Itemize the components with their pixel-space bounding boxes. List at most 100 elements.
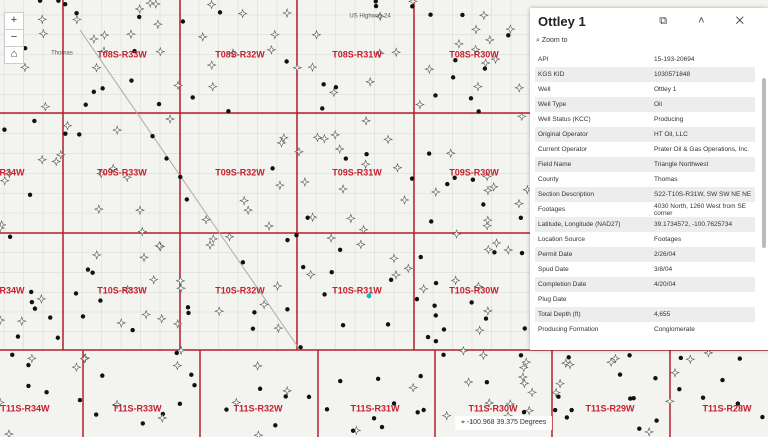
oil-well — [569, 407, 574, 413]
oil-well — [433, 339, 439, 344]
oil-well — [321, 82, 326, 87]
dry-well — [96, 168, 107, 179]
oil-well — [32, 306, 38, 311]
dry-well — [206, 0, 217, 10]
oil-well — [77, 132, 82, 137]
oil-well — [552, 407, 558, 413]
dry-well — [703, 347, 714, 358]
dry-well — [345, 213, 356, 224]
popup-title: Ottley 1 — [538, 14, 586, 29]
dry-well — [126, 29, 136, 40]
oil-well — [556, 394, 561, 399]
dry-well — [36, 293, 47, 304]
dry-well — [524, 405, 535, 416]
dry-well — [517, 372, 528, 382]
dry-well — [560, 358, 571, 369]
dry-well — [484, 398, 495, 408]
oil-well — [428, 12, 433, 17]
dry-well — [152, 19, 163, 30]
oil-well — [350, 428, 356, 433]
selected-well — [365, 292, 373, 300]
dry-well — [239, 195, 250, 206]
dry-well — [664, 396, 675, 407]
dry-well — [259, 299, 270, 310]
attribute-value: 3/8/04 — [654, 266, 673, 273]
dry-well — [253, 430, 264, 437]
dry-well — [207, 81, 218, 92]
township-label: T08S-R30W — [449, 49, 499, 59]
dry-well — [685, 354, 696, 365]
dry-well — [399, 195, 410, 205]
attribute-value: S22-T10S-R31W, SW SW NE NE — [651, 187, 755, 202]
zoom-to[interactable]: ⌕ Zoom to — [536, 37, 568, 44]
dry-well — [99, 46, 109, 57]
oil-well — [77, 397, 83, 403]
scrollbar[interactable] — [762, 78, 766, 248]
attribute-value: 4/20/04 — [651, 277, 755, 292]
oil-well — [85, 267, 91, 272]
oil-well — [74, 10, 79, 16]
dry-well — [505, 398, 516, 409]
dry-well — [278, 132, 289, 143]
home[interactable]: ⌂ — [4, 46, 24, 64]
dry-well — [516, 111, 527, 122]
oil-well — [429, 219, 434, 224]
oil-well — [270, 166, 275, 171]
dry-well — [272, 281, 283, 291]
zoom-out[interactable]: − — [4, 29, 24, 47]
attribute-name: Current Operator — [538, 146, 588, 153]
oil-well — [364, 151, 369, 157]
oil-well — [63, 131, 68, 136]
oil-well — [29, 299, 35, 305]
dry-well — [71, 14, 82, 25]
popup-controls[interactable]: ⧉ ˄ ✕ — [659, 15, 758, 27]
oil-well — [654, 418, 659, 423]
dry-well — [214, 306, 225, 317]
dry-well — [355, 239, 366, 250]
attribute-row: Well Status (KCC) Producing — [535, 112, 755, 127]
zoom-in[interactable]: + — [4, 12, 24, 30]
township-label: T08S-R33W — [97, 49, 147, 59]
dry-well — [294, 146, 304, 157]
oil-well — [26, 383, 31, 389]
oil-well — [15, 334, 21, 339]
oil-well — [10, 352, 15, 357]
dry-well — [670, 367, 680, 378]
zoom-to-label[interactable]: Zoom to — [541, 37, 568, 44]
oil-well — [178, 174, 183, 180]
oil-well — [55, 335, 61, 340]
oil-well — [217, 10, 223, 15]
dry-well — [463, 377, 474, 387]
dry-well — [551, 387, 562, 398]
dry-well — [176, 283, 186, 294]
oil-well — [373, 0, 378, 4]
attribute-name: County — [538, 176, 559, 183]
oil-well — [385, 322, 391, 327]
attribute-value: Oil — [651, 97, 755, 112]
dry-well — [375, 11, 386, 22]
attribute-value: Ottley 1 — [654, 86, 677, 93]
oil-well — [628, 396, 633, 401]
dry-well — [173, 80, 183, 91]
oil-well — [164, 156, 169, 161]
dry-well — [71, 362, 82, 373]
dry-well — [358, 224, 369, 235]
dry-well — [328, 87, 339, 98]
oil-well — [653, 376, 658, 381]
attribute-row: County Thomas — [535, 172, 755, 187]
dry-well — [389, 253, 399, 264]
township-label: T09S-R30W — [449, 167, 499, 177]
dry-well — [93, 204, 104, 215]
oil-well — [186, 310, 191, 316]
oil-well — [180, 19, 186, 24]
oil-well — [130, 327, 135, 333]
dry-well — [319, 133, 330, 144]
dry-well — [360, 159, 371, 170]
dry-well — [482, 220, 493, 231]
dry-well — [0, 175, 10, 186]
attribute-value: 1030571848 — [651, 67, 755, 82]
oil-well — [136, 14, 142, 20]
dry-well — [518, 362, 529, 373]
oil-well — [337, 247, 343, 253]
oil-well — [476, 109, 481, 114]
